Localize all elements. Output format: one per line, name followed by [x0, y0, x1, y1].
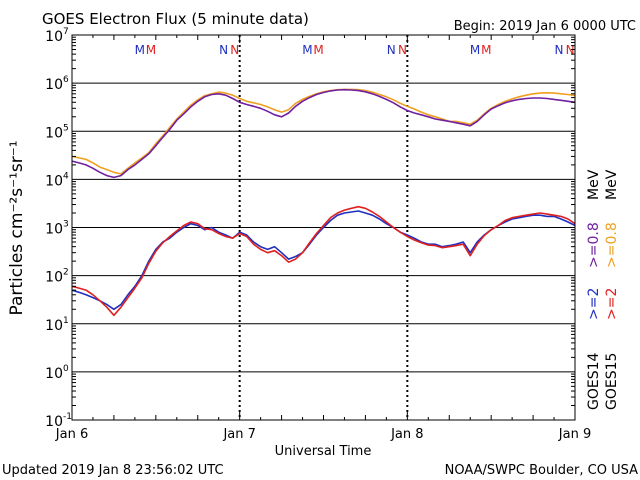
legend-label: >=0.8: [586, 222, 602, 268]
legend-label: GOES14: [586, 352, 602, 410]
legend-label: MeV: [604, 169, 620, 200]
legend: GOES14 >=2 >=0.8 MeV GOES15 >=2 >=0.8 MeV: [586, 169, 620, 410]
y-tick-exponent: -1: [63, 412, 72, 422]
local-time-marker: M: [313, 43, 323, 57]
y-tick-exponent: 3: [63, 220, 69, 230]
y-tick-exponent: 7: [63, 27, 69, 37]
y-tick-exponent: 1: [63, 316, 69, 326]
y-tick-exponent: 0: [63, 364, 69, 374]
legend-label: GOES15: [604, 353, 620, 410]
y-tick-label: 10: [45, 318, 63, 334]
y-tick-exponent: 6: [63, 75, 69, 85]
y-tick-label: 10: [45, 77, 63, 93]
local-time-marker: N: [230, 43, 239, 57]
local-time-marker: N: [387, 43, 396, 57]
local-time-marker: M: [302, 43, 312, 57]
y-tick-label: 10: [45, 270, 63, 286]
source-credit: NOAA/SWPC Boulder, CO USA: [445, 463, 638, 478]
legend-label: >=0.8: [604, 222, 620, 268]
local-time-marker: M: [481, 43, 491, 57]
y-axis-label: Particles cm⁻²s⁻¹sr⁻¹: [7, 140, 27, 315]
y-tick-label: 10: [45, 222, 63, 238]
local-time-marker: M: [135, 43, 145, 57]
local-time-marker: N: [566, 43, 575, 57]
begin-date: Begin: 2019 Jan 6 0000 UTC: [454, 19, 636, 34]
y-tick-exponent: 2: [63, 268, 69, 278]
local-time-marker: N: [219, 43, 228, 57]
series-line: [71, 205, 576, 317]
local-time-marker: N: [554, 43, 563, 57]
legend-label: >=2: [586, 288, 602, 320]
legend-label: MeV: [586, 169, 602, 200]
y-tick-exponent: 4: [63, 171, 69, 181]
legend-label: >=2: [604, 288, 620, 320]
series-line: [71, 88, 576, 179]
y-tick-exponent: 5: [63, 123, 69, 133]
y-tick-label: 10: [45, 29, 63, 45]
x-axis: Jan 6 Jan 7 Jan 8 Jan 9: [55, 35, 591, 442]
local-time-marker: M: [146, 43, 156, 57]
x-tick-label: Jan 6: [55, 427, 88, 442]
y-tick-label: 10: [45, 173, 63, 189]
local-time-marker: N: [398, 43, 407, 57]
local-time-marker: M: [470, 43, 480, 57]
x-tick-label: Jan 8: [390, 427, 423, 442]
y-tick-label: 10: [45, 125, 63, 141]
x-tick-label: Jan 7: [222, 427, 255, 442]
x-axis-label: Universal Time: [275, 444, 372, 459]
y-tick-label: 10: [45, 414, 63, 430]
y-tick-label: 10: [45, 366, 63, 382]
gridlines: [72, 35, 575, 420]
series-layer: [71, 88, 576, 317]
x-tick-label: Jan 9: [558, 427, 591, 442]
chart-title: GOES Electron Flux (5 minute data): [42, 10, 309, 28]
updated-timestamp: Updated 2019 Jan 8 23:56:02 UTC: [2, 463, 224, 478]
